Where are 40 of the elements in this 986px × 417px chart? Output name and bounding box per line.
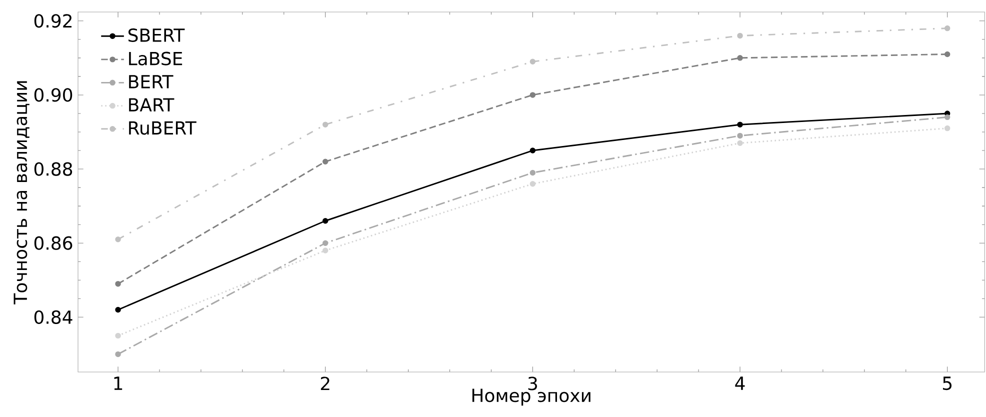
point [737,140,743,146]
point [322,248,328,254]
point [530,180,536,187]
point [115,351,121,358]
point [737,122,743,128]
point [115,306,121,313]
point [737,132,743,139]
point [530,170,536,176]
point [322,240,328,246]
point [737,55,743,61]
point [944,51,950,58]
y-tick-label: 0.92 [34,14,72,28]
x-tick-label: 2 [320,376,330,390]
point [115,236,121,242]
legend-label: BERT [129,75,174,88]
point [944,125,950,132]
point [322,158,328,164]
x-tick-label: 4 [735,376,745,390]
point [530,58,536,64]
y-tick-label: 0.90 [34,88,72,102]
point [115,332,121,339]
legend-label: BART [129,98,174,112]
y-axis-title: Точность на валидации [14,81,30,304]
point [944,25,950,32]
point [530,92,536,98]
x-tick-label: 3 [528,376,537,390]
x-tick-label: 5 [942,376,952,390]
legend-label: SBERT [128,28,185,42]
point [530,148,536,154]
y-tick-label: 0.88 [34,162,72,176]
point [322,218,328,224]
point [322,122,328,128]
point [944,114,950,120]
point [115,280,121,287]
x-tick-label: 1 [114,376,122,390]
legend-label: RuBERT [129,121,196,135]
point [737,32,743,39]
y-tick-label: 0.84 [34,310,72,324]
legend-label: LaBSE [129,52,182,66]
y-tick-label: 0.86 [34,236,72,250]
